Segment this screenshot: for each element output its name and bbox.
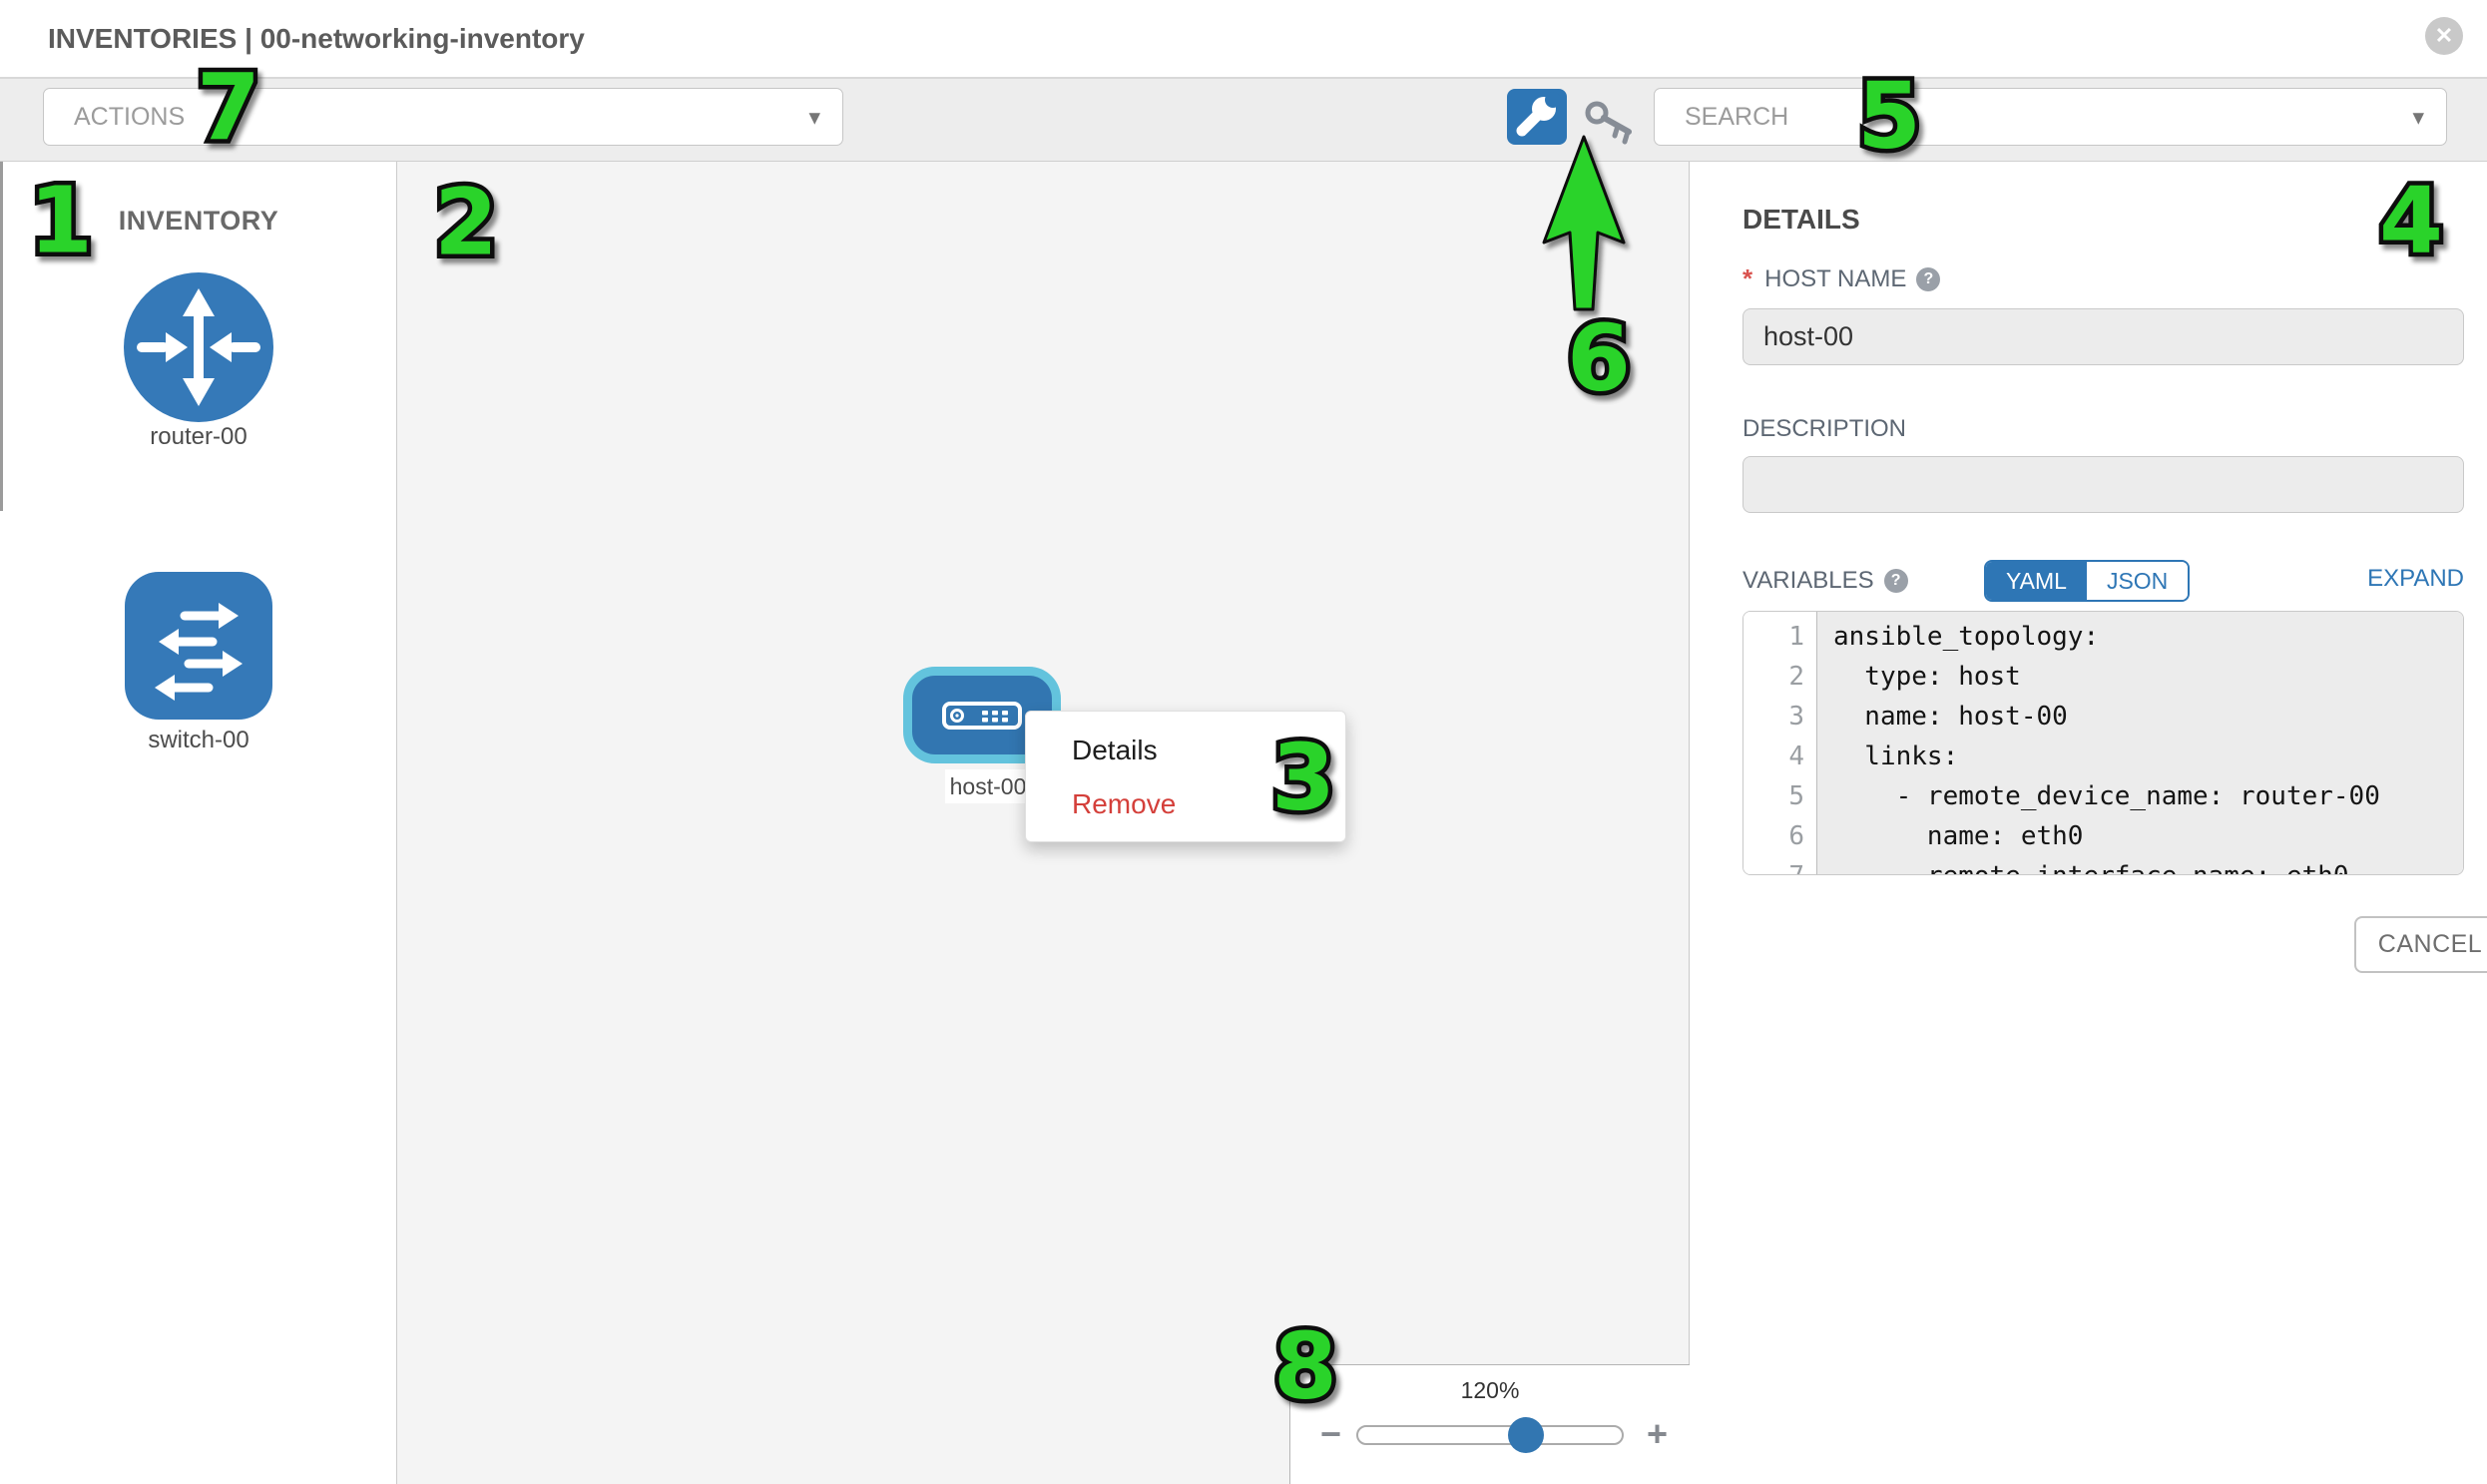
expand-link[interactable]: EXPAND (2367, 565, 2464, 592)
tab-yaml[interactable]: YAML (1986, 562, 2087, 600)
cancel-button[interactable]: CANCEL (2354, 916, 2487, 973)
variables-editor[interactable]: 1 2 3 4 5 6 7 ansible_topology: type: host nam… (1742, 611, 2464, 875)
editor-line: ansible_topology: (1833, 622, 2100, 652)
switch-label: switch-00 (148, 727, 249, 753)
chevron-down-icon: ▾ (808, 103, 820, 130)
editor-line-number: 4 (1788, 742, 1804, 771)
sidebar-title: INVENTORY (118, 206, 279, 236)
zoom-in-button[interactable]: + (1646, 1413, 1668, 1454)
menu-item-details[interactable]: Details (1072, 735, 1158, 765)
page-header: INVENTORIES | 00-networking-inventory ✕ (0, 0, 2487, 79)
editor-line: name: host-00 (1833, 702, 2068, 732)
hostname-label: * HOST NAME ? (1742, 263, 1941, 294)
zoom-slider-thumb[interactable] (1508, 1417, 1545, 1453)
editor-lines: ansible_topology: type: host name: host-… (1817, 612, 2463, 874)
editor-line-number: 6 (1788, 821, 1804, 851)
editor-gutter: 1 2 3 4 5 6 7 (1743, 612, 1817, 874)
wrench-icon (1516, 92, 1561, 137)
toolbar: ACTIONS ▾ SEARCH ▾ (0, 79, 2487, 162)
actions-dropdown-label: ACTIONS (74, 102, 186, 131)
editor-line-number: 7 (1743, 856, 1816, 874)
close-icon[interactable]: ✕ (2425, 17, 2463, 55)
zoom-out-button[interactable]: − (1320, 1413, 1342, 1454)
editor-line: name: eth0 (1833, 821, 2084, 851)
chevron-down-icon: ▾ (2412, 103, 2424, 130)
editor-line-number: 2 (1788, 662, 1804, 692)
help-icon[interactable]: ? (1883, 569, 1908, 593)
required-marker: * (1742, 263, 1753, 293)
sidebar-item-switch[interactable] (125, 572, 272, 725)
editor-line: - remote_device_name: router-00 (1833, 781, 2380, 811)
actions-dropdown[interactable]: ACTIONS ▾ (43, 88, 843, 146)
description-field[interactable] (1742, 456, 2464, 513)
hostname-field[interactable]: host-00 (1742, 308, 2464, 365)
host-node-label: host-00 (945, 769, 1031, 803)
zoom-slider[interactable] (1356, 1417, 1624, 1453)
topology-canvas[interactable]: host-00 Details Remove 120% − + (397, 162, 1690, 1484)
inventory-sidebar: INVENTORY router-00 (0, 162, 397, 1484)
key-icon (1585, 101, 1632, 145)
context-menu: Details Remove (1025, 711, 1346, 842)
menu-item-remove[interactable]: Remove (1072, 788, 1177, 819)
key-button[interactable] (1583, 99, 1639, 145)
variables-format-toggle: YAML JSON (1984, 560, 2191, 602)
editor-line-number: 1 (1788, 622, 1804, 652)
tools-button[interactable] (1507, 89, 1567, 145)
editor-line: links: (1833, 742, 1959, 771)
editor-line: remote_interface_name: eth0 (1833, 856, 2463, 874)
details-panel: DETAILS * HOST NAME ? host-00 DESCRIPTIO… (1690, 162, 2487, 1484)
switch-icon (125, 572, 272, 720)
zoom-widget: 120% − + (1289, 1364, 1690, 1484)
host-icon (942, 701, 1022, 730)
details-title: DETAILS (1742, 204, 1860, 235)
editor-line-number: 3 (1788, 702, 1804, 732)
help-icon[interactable]: ? (1916, 266, 1941, 291)
search-dropdown[interactable]: SEARCH ▾ (1654, 88, 2447, 146)
router-icon (124, 272, 273, 422)
sidebar-item-router[interactable] (124, 272, 273, 427)
variables-label: VARIABLES ? (1742, 567, 1908, 595)
zoom-level: 120% (1460, 1377, 1520, 1403)
scrollbar[interactable] (0, 162, 3, 511)
description-label: DESCRIPTION (1742, 415, 1907, 442)
router-label: router-00 (150, 423, 248, 450)
search-dropdown-label: SEARCH (1685, 102, 1789, 131)
breadcrumb: INVENTORIES | 00-networking-inventory (48, 23, 585, 54)
editor-line: type: host (1833, 662, 2021, 692)
hostname-value: host-00 (1763, 321, 1854, 351)
editor-line-number: 5 (1788, 781, 1804, 811)
tab-json[interactable]: JSON (2086, 562, 2189, 600)
